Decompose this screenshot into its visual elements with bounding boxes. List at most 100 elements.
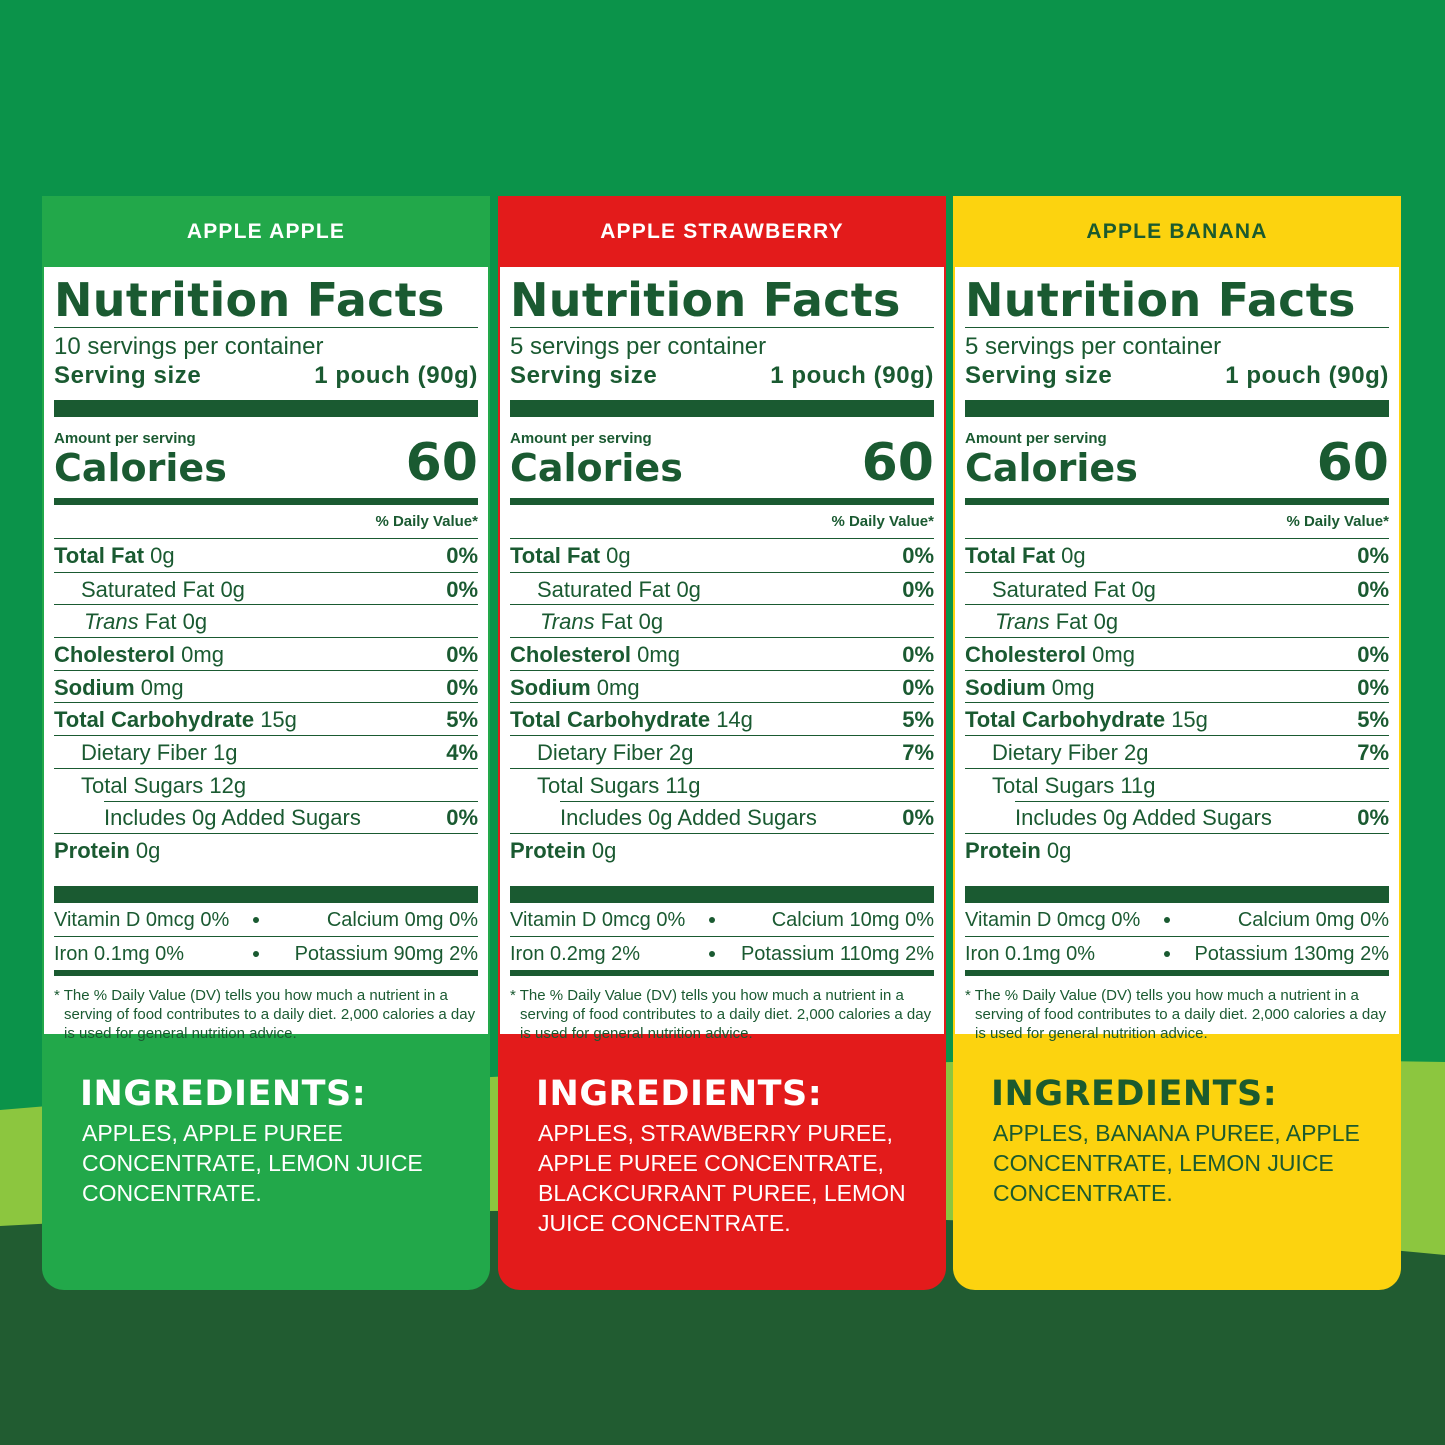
mineral: Potassium 130mg 2% xyxy=(1194,942,1389,965)
nutrient-amount: 0mg xyxy=(181,642,224,668)
nutrient-name: Trans Fat 0g xyxy=(54,605,207,637)
mineral: Iron 0.1mg 0% xyxy=(54,942,185,965)
calories-value: 60 xyxy=(861,433,934,493)
nutrition-body: Nutrition Facts 5 servings per container S… xyxy=(510,267,934,1043)
nutrient-label: Sodium xyxy=(965,674,1046,700)
daily-value-header: % Daily Value* xyxy=(54,505,478,539)
nutrient-name: Trans Fat 0g xyxy=(510,605,663,637)
serving-size-value: 1 pouch (90g) xyxy=(770,362,934,389)
calories: Calories 60 xyxy=(54,437,478,489)
nutrient-name: Total Fat 0g xyxy=(54,539,175,572)
mineral: Iron 0.2mg 2% xyxy=(510,942,641,965)
nutrient-name: Trans Fat 0g xyxy=(965,605,1118,637)
nutrient-label: Trans xyxy=(84,609,139,635)
footnote: * The % Daily Value (DV) tells you how m… xyxy=(510,986,932,1042)
panel-header: APPLE STRAWBERRY xyxy=(498,196,946,267)
nutrient-amount: 14g xyxy=(716,707,753,733)
medium-bar xyxy=(54,498,478,505)
thick-bar xyxy=(54,400,478,417)
nutrient-name: Saturated Fat 0g xyxy=(510,573,701,605)
nutrient-name: Saturated Fat 0g xyxy=(965,573,1156,605)
nutrient-label: Includes 0g Added Sugars xyxy=(560,804,817,830)
nutrient-dv: 0% xyxy=(902,674,934,700)
row-line xyxy=(560,800,934,802)
ingredients-heading: INGREDIENTS: xyxy=(80,1074,367,1114)
servings: 5 servings per container xyxy=(510,333,767,360)
mineral-row: Iron 0.1mg 0% Potassium 130mg 2% xyxy=(965,935,1389,970)
row-line xyxy=(104,800,478,802)
nutrient-dv: 0% xyxy=(1357,804,1389,830)
nutrient-amount: 2g xyxy=(1124,740,1149,766)
nutrient-label: Includes 0g Added Sugars xyxy=(1015,804,1272,830)
nutrient-dv: 5% xyxy=(446,707,478,733)
nutrient-row: Total Carbohydrate 15g 5% xyxy=(54,702,478,735)
nutrient-dv: 0% xyxy=(446,576,478,602)
nutrition-body: Nutrition Facts 10 servings per container… xyxy=(54,267,478,1043)
nutrient-label: Protein xyxy=(965,838,1041,864)
nutrient-name: Total Carbohydrate 14g xyxy=(510,703,753,735)
row-line xyxy=(1015,800,1389,802)
nutrient-amount: 0g xyxy=(150,543,175,568)
nutrient-label: Total Fat xyxy=(510,543,601,568)
nutrient-label: Saturated Fat xyxy=(992,576,1126,602)
mineral: Iron 0.1mg 0% xyxy=(965,942,1096,965)
nutrient-amount: Fat 0g xyxy=(144,609,208,635)
nutrient-label: Cholesterol xyxy=(965,642,1087,668)
nutrient-row: Total Fat 0g 0% xyxy=(510,539,934,572)
nutrient-name: Protein 0g xyxy=(510,834,616,866)
nutrient-row: Sodium 0mg 0% xyxy=(510,669,934,703)
nutrient-dv: 0% xyxy=(446,642,478,668)
nutrient-amount: 0mg xyxy=(1051,674,1095,700)
ingredients: INGREDIENTS: APPLES, APPLE PUREE CONCENTR… xyxy=(42,1036,490,1290)
nutrient-amount: 0g xyxy=(606,543,631,568)
bullet xyxy=(709,916,715,923)
nutrient-name: Cholesterol 0mg xyxy=(965,638,1135,670)
thick-bar xyxy=(965,400,1389,417)
calories-label: Calories xyxy=(510,446,683,490)
bullet xyxy=(1164,950,1170,957)
footnote: * The % Daily Value (DV) tells you how m… xyxy=(965,986,1387,1042)
medium-bar xyxy=(965,969,1389,976)
nutrient-dv: 0% xyxy=(1357,576,1389,602)
ingredients-heading: INGREDIENTS: xyxy=(991,1074,1278,1114)
daily-value-header: % Daily Value* xyxy=(510,505,934,539)
mineral: Vitamin D 0mcg 0% xyxy=(54,908,230,931)
nutrient-amount: 12g xyxy=(209,772,247,798)
bullet xyxy=(253,950,259,957)
nutrition-facts: Nutrition Facts 5 servings per container S… xyxy=(953,267,1401,1042)
medium-bar xyxy=(54,969,478,976)
nutrition-title: Nutrition Facts xyxy=(510,267,934,328)
nutrient-label: Total Sugars xyxy=(537,772,660,798)
mineral-row: Iron 0.2mg 2% Potassium 110mg 2% xyxy=(510,935,934,970)
nutrient-amount: 0mg xyxy=(596,674,640,700)
nutrient-amount: 11g xyxy=(665,772,701,798)
thick-bar xyxy=(510,400,934,417)
nutrient-name: Total Fat 0g xyxy=(965,539,1086,572)
nutrient-row: Trans Fat 0g xyxy=(510,604,934,637)
ingredients: INGREDIENTS: APPLES, BANANA PUREE, APPLE … xyxy=(953,1036,1401,1290)
nutrient-name: Cholesterol 0mg xyxy=(54,638,224,670)
mineral-row: Vitamin D 0mcg 0% Calcium 0mg 0% xyxy=(54,903,478,936)
nutrient-label: Total Fat xyxy=(54,543,145,568)
nutrient-name: Total Sugars 12g xyxy=(54,769,246,801)
calories: Calories 60 xyxy=(510,437,934,490)
serving-size-value: 1 pouch (90g) xyxy=(314,362,478,389)
nutrient-label: Cholesterol xyxy=(54,642,176,668)
panel-header: APPLE BANANA xyxy=(953,196,1401,267)
nutrient-row: Sodium 0mg 0% xyxy=(54,669,478,703)
servings: 10 servings per container xyxy=(54,333,324,360)
nutrient-row: Includes 0g Added Sugars 0% xyxy=(54,800,478,834)
nutrient-row: Total Carbohydrate 14g 5% xyxy=(510,702,934,735)
nutrition-facts: Nutrition Facts 10 servings per container… xyxy=(42,267,490,1042)
mineral: Potassium 90mg 2% xyxy=(294,942,478,965)
nutrient-dv: 0% xyxy=(446,543,478,568)
nutrient-row: Protein 0g xyxy=(54,833,478,866)
nutrient-name: Includes 0g Added Sugars xyxy=(54,801,361,834)
nutrient-dv: 0% xyxy=(902,576,934,602)
nutrient-row: Protein 0g xyxy=(510,833,934,866)
nutrient-label: Protein xyxy=(510,838,586,864)
nutrient-row: Includes 0g Added Sugars 0% xyxy=(510,800,934,834)
panel-header: APPLE APPLE xyxy=(42,196,490,267)
nutrient-dv: 0% xyxy=(446,674,478,700)
